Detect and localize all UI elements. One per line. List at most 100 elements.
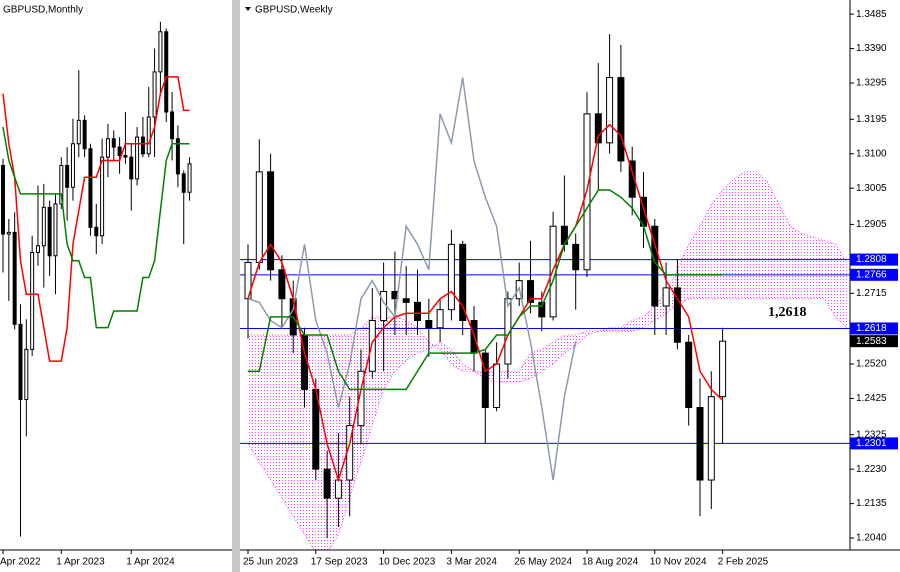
candle-body — [152, 71, 157, 118]
y-tick-label: 1.3005 — [856, 183, 887, 194]
candle-body — [334, 479, 342, 499]
y-tick-label: 1.2040 — [856, 533, 887, 544]
candle-body — [368, 320, 376, 372]
indicator-line — [2, 76, 190, 362]
panel-separator — [232, 0, 240, 572]
level-label: 1.2766 — [856, 269, 887, 280]
x-tick-label: 1 Apr 2024 — [126, 557, 175, 568]
candle-body — [278, 269, 286, 300]
weekly-panel — [240, 34, 850, 550]
y-tick-label: 1.3195 — [856, 114, 887, 125]
cloud — [643, 305, 655, 328]
cloud — [553, 335, 565, 365]
candle-body — [47, 206, 52, 257]
candle-body — [18, 323, 23, 401]
x-tick-label: 10 Nov 2024 — [650, 557, 707, 568]
cloud — [767, 182, 780, 299]
cloud — [564, 335, 576, 354]
candle-body — [685, 341, 693, 409]
y-tick-label: 1.2715 — [856, 288, 887, 299]
candle-body — [76, 119, 81, 145]
cloud — [688, 226, 700, 299]
cloud — [575, 331, 587, 346]
candle-body — [94, 226, 99, 237]
candle-body — [35, 245, 40, 253]
candle-body — [105, 138, 110, 158]
y-tick-label: 1.2230 — [856, 464, 887, 475]
candle-body — [267, 171, 275, 271]
candle-body — [425, 320, 433, 329]
candle-body — [481, 352, 489, 409]
candle-body — [696, 407, 704, 481]
candle-body — [164, 31, 169, 113]
indicator-line — [247, 123, 724, 483]
level-label-box — [850, 437, 898, 450]
price-label: 1.2583 — [856, 336, 887, 347]
candle-body — [129, 156, 134, 180]
chart-title: GBPUSD,Monthly — [3, 5, 83, 16]
y-tick-label: 1.2905 — [856, 219, 887, 230]
cloud — [722, 179, 734, 299]
level-label-box — [850, 268, 898, 281]
cloud — [541, 342, 554, 372]
candle-body — [175, 138, 180, 175]
candle-body — [146, 116, 151, 155]
candle-body — [662, 287, 670, 307]
cloud-edge — [247, 171, 848, 550]
level-label-box — [850, 322, 898, 335]
candle-body — [323, 468, 331, 499]
candle-body — [24, 348, 29, 401]
candle-body — [123, 154, 128, 158]
candle-body — [53, 203, 58, 257]
x-tick-label: 3 Mar 2024 — [446, 557, 497, 568]
candle-body — [447, 243, 455, 311]
indicator-line — [2, 126, 190, 329]
cloud — [451, 349, 463, 372]
y-tick-label: 1.2135 — [856, 498, 887, 509]
candle-body — [493, 363, 501, 409]
y-tick-label: 1.3485 — [856, 9, 887, 20]
cloud — [745, 171, 757, 299]
candle-body — [1, 165, 5, 235]
candle-body — [617, 77, 625, 162]
cloud — [417, 327, 429, 354]
x-tick-label: 10 Dec 2023 — [379, 557, 436, 568]
cloud — [790, 226, 802, 299]
y-tick-label: 1.3390 — [856, 43, 887, 54]
candle-body — [158, 31, 163, 73]
x-tick-label: 25 Jun 2023 — [243, 557, 298, 568]
candle-body — [459, 243, 467, 322]
candle-body — [30, 251, 35, 350]
candle-body — [527, 280, 534, 303]
candle-body — [673, 287, 681, 343]
candle-body — [255, 171, 263, 263]
candle-body — [70, 143, 75, 188]
candle-body — [6, 231, 11, 235]
level-label: 1.2808 — [856, 254, 887, 265]
cloud — [394, 316, 407, 372]
x-tick-label: 18 Aug 2024 — [582, 557, 639, 568]
cloud — [248, 335, 260, 462]
cloud — [587, 331, 599, 336]
cloud — [519, 353, 531, 383]
cloud — [711, 189, 723, 299]
monthly-panel — [1, 21, 192, 537]
chart-title: GBPUSD,Weekly — [255, 5, 333, 16]
cloud — [406, 320, 418, 361]
menu-icon[interactable] — [245, 7, 251, 11]
candle-body — [357, 370, 365, 427]
candle-body — [59, 165, 64, 205]
candle-body — [594, 113, 602, 144]
x-tick-label: 26 May 2024 — [514, 557, 572, 568]
candle-body — [719, 340, 727, 398]
candle-body — [111, 138, 116, 148]
indicator-line — [247, 77, 577, 481]
cloud — [270, 335, 282, 499]
candle-body — [41, 206, 46, 247]
candle-body — [88, 148, 93, 228]
candle-body — [414, 301, 421, 322]
cloud — [632, 316, 644, 332]
candle-body — [100, 156, 105, 237]
candle-body — [117, 146, 122, 156]
